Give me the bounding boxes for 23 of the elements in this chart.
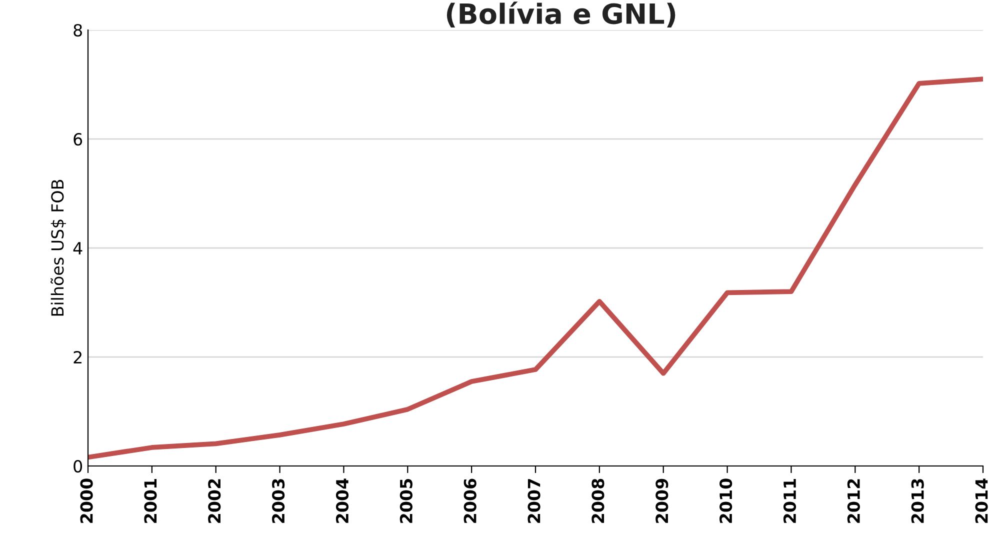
y-axis-title: Bilhões US$ FOB [50, 180, 66, 316]
x-tick-label: 2009 [656, 478, 668, 523]
x-tick-label: 2011 [783, 478, 796, 523]
x-tick-label: 2002 [208, 479, 221, 523]
x-tick-label: 2000 [80, 478, 93, 523]
x-tick-label: 2003 [272, 479, 285, 523]
x-tick-label: 2006 [464, 478, 476, 523]
y-tick-label: 2 [74, 350, 82, 364]
line-series [88, 76, 983, 460]
x-tick-label: 2013 [911, 479, 924, 523]
x-tick-label: 2004 [336, 478, 349, 523]
x-tick-label: 2001 [144, 478, 157, 523]
chart-title: (Bolívia e GNL) [446, 2, 676, 28]
x-tick-label: 2010 [720, 478, 732, 523]
x-tick-label: 2005 [400, 478, 412, 523]
y-tick-label: 8 [74, 24, 82, 37]
y-tick-label: 6 [74, 132, 82, 146]
x-tick-label: 2008 [592, 478, 604, 523]
x-tick-label: 2014 [975, 478, 988, 523]
y-tick-label: 4 [73, 242, 82, 254]
x-tick-label: 2007 [528, 479, 540, 523]
y-tick-label: 0 [74, 460, 82, 473]
x-tick-label: 2012 [847, 479, 860, 523]
